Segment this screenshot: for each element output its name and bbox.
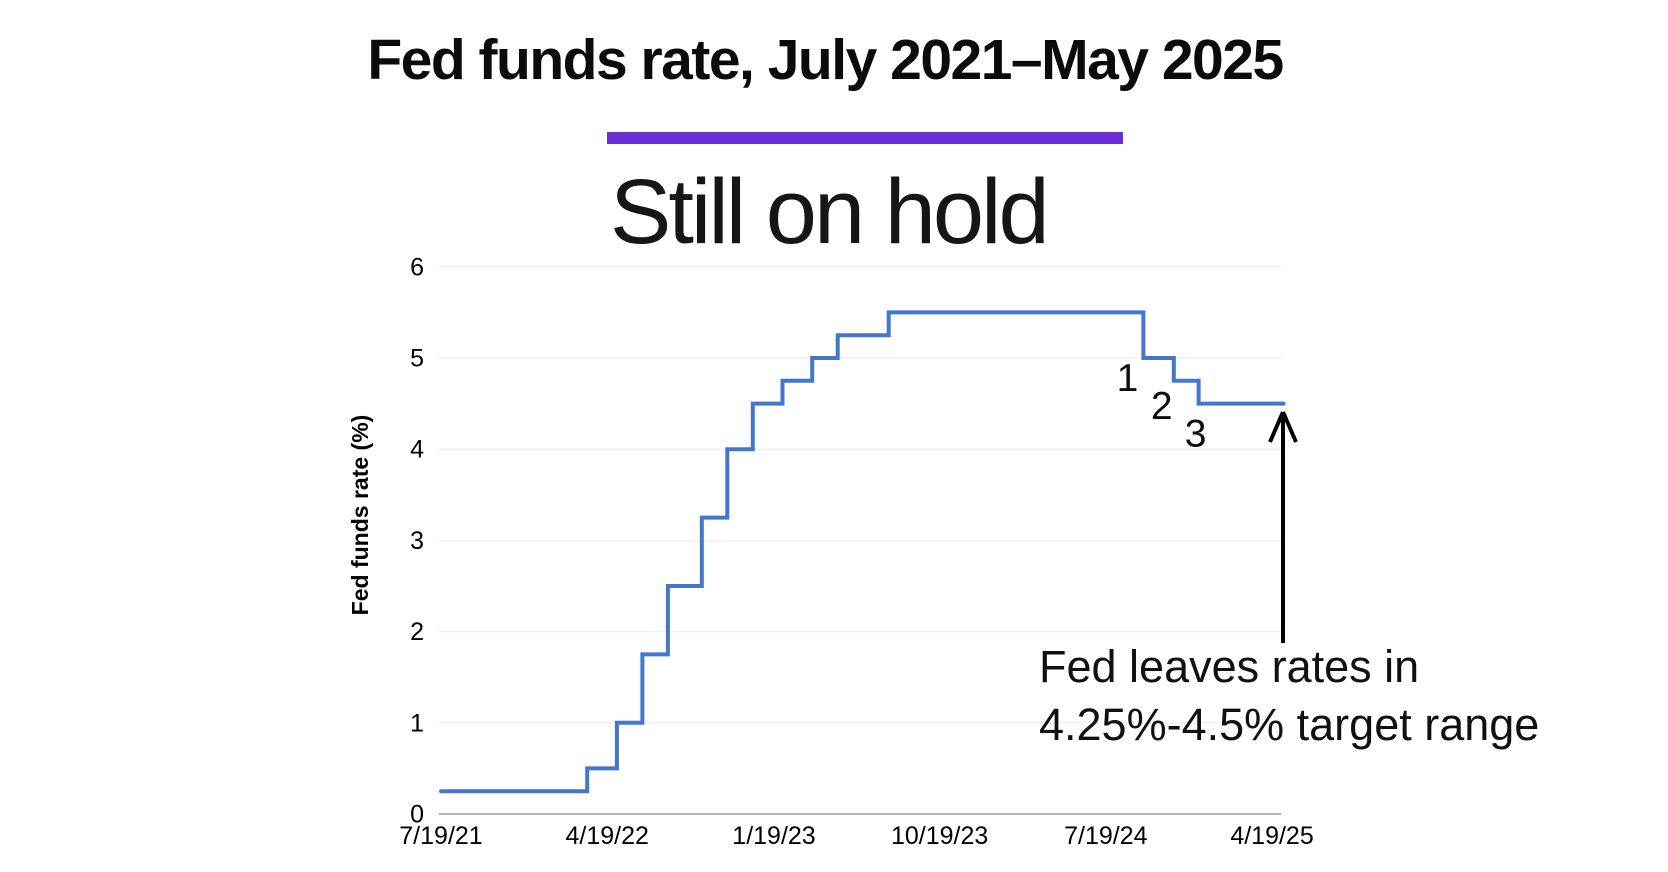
y-axis-title: Fed funds rate (%) [347,415,373,616]
chart-headline: Fed funds rate, July 2021–May 2025 [367,28,1284,92]
rate-step-line [439,310,1286,794]
up-arrow [1268,411,1298,643]
up-arrow-shape [1268,411,1298,643]
rate-cut-label-2: 2 [1151,385,1173,428]
x-tick-label: 7/19/21 [399,822,482,850]
rate-cut-label-1: 1 [1117,357,1139,400]
y-tick-label: 5 [410,345,424,373]
x-axis-tick-labels: 7/19/21 4/19/22 1/19/23 10/19/23 7/19/24 4/19… [399,822,1313,850]
rate-cut-label-3: 3 [1185,413,1207,456]
note-line-2: 4.25%-4.5% target range [1039,699,1539,750]
y-tick-label: 1 [410,709,424,737]
y-tick-label: 4 [410,436,424,464]
gridlines [439,266,1281,724]
y-tick-label: 6 [410,253,424,281]
x-tick-label: 7/19/24 [1064,822,1148,850]
x-tick-label: 1/19/23 [732,822,815,850]
y-axis-tick-labels: 0 1 2 3 4 5 6 [410,253,424,828]
purple-accent-bar [607,132,1123,144]
y-tick-label: 3 [410,527,424,555]
rate-cut-number-labels: 123 [1117,357,1207,456]
note-line-1: Fed leaves rates in [1039,641,1419,692]
chart-subtitle: Still on hold [610,161,1050,263]
y-tick-label: 2 [410,618,424,646]
x-tick-label: 4/19/25 [1230,822,1313,850]
x-tick-label: 10/19/23 [891,822,988,850]
x-tick-label: 4/19/22 [565,822,648,850]
y-tick-label: 0 [410,801,424,829]
